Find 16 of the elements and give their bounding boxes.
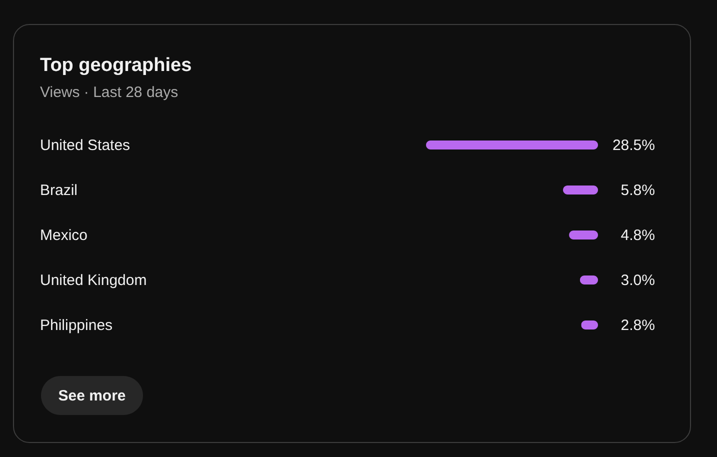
text: See more — [58, 388, 126, 404]
bar — [562, 186, 598, 194]
data-label: 4.8% — [620, 227, 655, 244]
y-tick-label: United Kingdom — [40, 272, 147, 289]
text: Top geographies — [40, 55, 192, 76]
data-label: 2.8% — [620, 317, 655, 334]
text: Views · Last 28 days — [40, 84, 178, 101]
data-label: 28.5% — [612, 137, 655, 154]
data-label: 3.0% — [620, 272, 655, 289]
y-tick-label: Philippines — [40, 317, 113, 334]
y-tick-label: Brazil — [40, 182, 78, 199]
y-tick-label: United States — [40, 137, 130, 154]
bar — [426, 140, 598, 150]
bar — [569, 230, 598, 240]
data-label: 5.8% — [620, 182, 655, 199]
y-tick-label: Mexico — [40, 227, 88, 244]
